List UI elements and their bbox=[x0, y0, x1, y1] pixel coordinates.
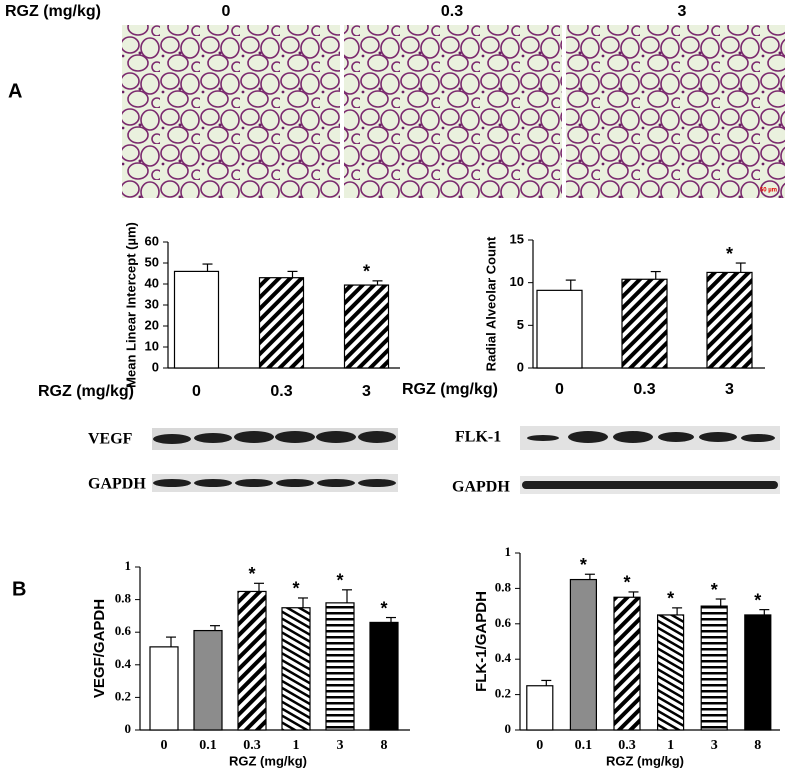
blot-label: VEGF bbox=[88, 431, 133, 448]
y-axis-label: Mean Linear Intercept (µm) bbox=[123, 222, 138, 388]
x-tick-label: 3 bbox=[337, 738, 344, 753]
y-axis-label: Radial Alveolar Count bbox=[483, 236, 498, 371]
x-tick-label: 1 bbox=[667, 738, 674, 753]
significance-marker: * bbox=[292, 579, 299, 599]
x-tick-label: 0 bbox=[536, 738, 543, 753]
y-tick-label: 0.8 bbox=[495, 579, 512, 594]
bar bbox=[706, 271, 753, 369]
y-tick-label: 15 bbox=[510, 231, 524, 246]
bar bbox=[193, 629, 223, 731]
dose: 0.3 bbox=[441, 3, 463, 20]
y-tick-label: 0.6 bbox=[495, 615, 512, 630]
micrograph bbox=[566, 25, 785, 198]
panel-label: A bbox=[8, 80, 22, 102]
y-tick-label: 0 bbox=[505, 721, 512, 736]
bar bbox=[621, 278, 668, 369]
significance-marker: * bbox=[667, 589, 674, 609]
significance-marker: * bbox=[363, 262, 370, 282]
x-tick-label: 8 bbox=[754, 738, 761, 753]
y-axis-label: VEGF/GAPDH bbox=[91, 599, 108, 698]
x-axis-label: RGZ (mg/kg) bbox=[38, 383, 134, 400]
bar bbox=[258, 277, 305, 369]
x-tick-label: 0 bbox=[555, 381, 564, 398]
bar bbox=[613, 596, 641, 731]
x-tick-label: 0.1 bbox=[199, 738, 217, 753]
y-tick-label: 30 bbox=[145, 296, 159, 311]
x-axis-label: RGZ (mg/kg) bbox=[229, 753, 307, 768]
y-tick-label: 0.6 bbox=[115, 623, 132, 638]
significance-marker: * bbox=[248, 564, 255, 584]
x-tick-label: 0.3 bbox=[633, 381, 655, 398]
y-tick-label: 0.8 bbox=[115, 591, 132, 606]
y-tick-label: 5 bbox=[517, 317, 524, 332]
micrograph bbox=[122, 25, 340, 198]
chart: 0 0.2 0.4 0.6 0.8 1 VEGF/GAPDH RGZ (mg/kg) 0 0.1 0… bbox=[91, 558, 410, 768]
significance-marker: * bbox=[580, 555, 587, 575]
histology: 50 µm bbox=[122, 25, 785, 198]
x-axis-label: RGZ (mg/kg) bbox=[606, 753, 684, 768]
bar bbox=[569, 578, 598, 731]
blot-label: GAPDH bbox=[88, 476, 146, 493]
x-tick-label: 0.3 bbox=[618, 738, 636, 753]
y-tick-label: 10 bbox=[145, 338, 159, 353]
significance-marker: * bbox=[623, 573, 630, 593]
x-tick-label: 8 bbox=[381, 738, 388, 753]
bar bbox=[700, 605, 728, 731]
y-tick-label: 60 bbox=[145, 233, 159, 248]
chart: 0 0.2 0.4 0.6 0.8 1 FLK-1/GAPDH RGZ (mg/kg) 0 0.1… bbox=[473, 544, 780, 768]
blot-label: GAPDH bbox=[452, 479, 510, 496]
western-blot bbox=[152, 426, 780, 494]
y-tick-label: 0 bbox=[125, 721, 132, 736]
chart: 0 5 10 15 Radial Alveolar Count RGZ (mg/kg) 0 0… bbox=[402, 231, 765, 398]
blot-label: FLK-1 bbox=[455, 429, 501, 446]
dose-header: RGZ (mg/kg) bbox=[5, 3, 101, 20]
y-tick-label: 40 bbox=[145, 275, 159, 290]
y-tick-label: 1 bbox=[505, 544, 512, 559]
scale-bar-label: 50 µm bbox=[760, 188, 777, 194]
y-tick-label: 0.4 bbox=[115, 656, 132, 671]
bar bbox=[237, 590, 267, 731]
bar bbox=[325, 602, 355, 731]
x-axis-label: RGZ (mg/kg) bbox=[402, 381, 498, 398]
x-tick-label: 0 bbox=[192, 383, 201, 400]
bar bbox=[656, 614, 685, 731]
y-tick-label: 0 bbox=[152, 359, 159, 374]
x-tick-label: 0 bbox=[161, 738, 168, 753]
dose: 3 bbox=[678, 3, 687, 20]
bar bbox=[536, 289, 583, 369]
y-axis-label: FLK-1/GAPDH bbox=[473, 591, 490, 692]
bar bbox=[281, 607, 311, 731]
x-tick-label: 0.3 bbox=[270, 383, 292, 400]
bar bbox=[526, 685, 554, 731]
dose: 0 bbox=[222, 3, 231, 20]
significance-marker: * bbox=[336, 571, 343, 591]
y-tick-label: 50 bbox=[145, 254, 159, 269]
bar bbox=[744, 614, 772, 731]
panel-label: B bbox=[12, 578, 26, 600]
significance-marker: * bbox=[754, 590, 761, 610]
x-tick-label: 1 bbox=[293, 738, 300, 753]
y-tick-label: 20 bbox=[145, 317, 159, 332]
significance-marker: * bbox=[711, 580, 718, 600]
y-tick-label: 1 bbox=[125, 558, 132, 573]
x-tick-label: 0.1 bbox=[575, 738, 593, 753]
bar bbox=[343, 284, 390, 369]
y-tick-label: 0 bbox=[517, 359, 524, 374]
bar bbox=[369, 621, 399, 731]
significance-marker: * bbox=[726, 244, 733, 264]
x-tick-label: 0.3 bbox=[243, 738, 261, 753]
bar bbox=[149, 646, 179, 731]
bar bbox=[173, 270, 220, 369]
micrograph bbox=[344, 25, 562, 198]
y-tick-label: 10 bbox=[510, 274, 524, 289]
x-tick-label: 3 bbox=[362, 383, 371, 400]
y-tick-label: 0.2 bbox=[115, 688, 131, 703]
y-tick-label: 0.4 bbox=[495, 650, 512, 665]
x-tick-label: 3 bbox=[711, 738, 718, 753]
y-tick-label: 0.2 bbox=[495, 686, 511, 701]
significance-marker: * bbox=[380, 598, 387, 618]
x-tick-label: 3 bbox=[725, 381, 734, 398]
